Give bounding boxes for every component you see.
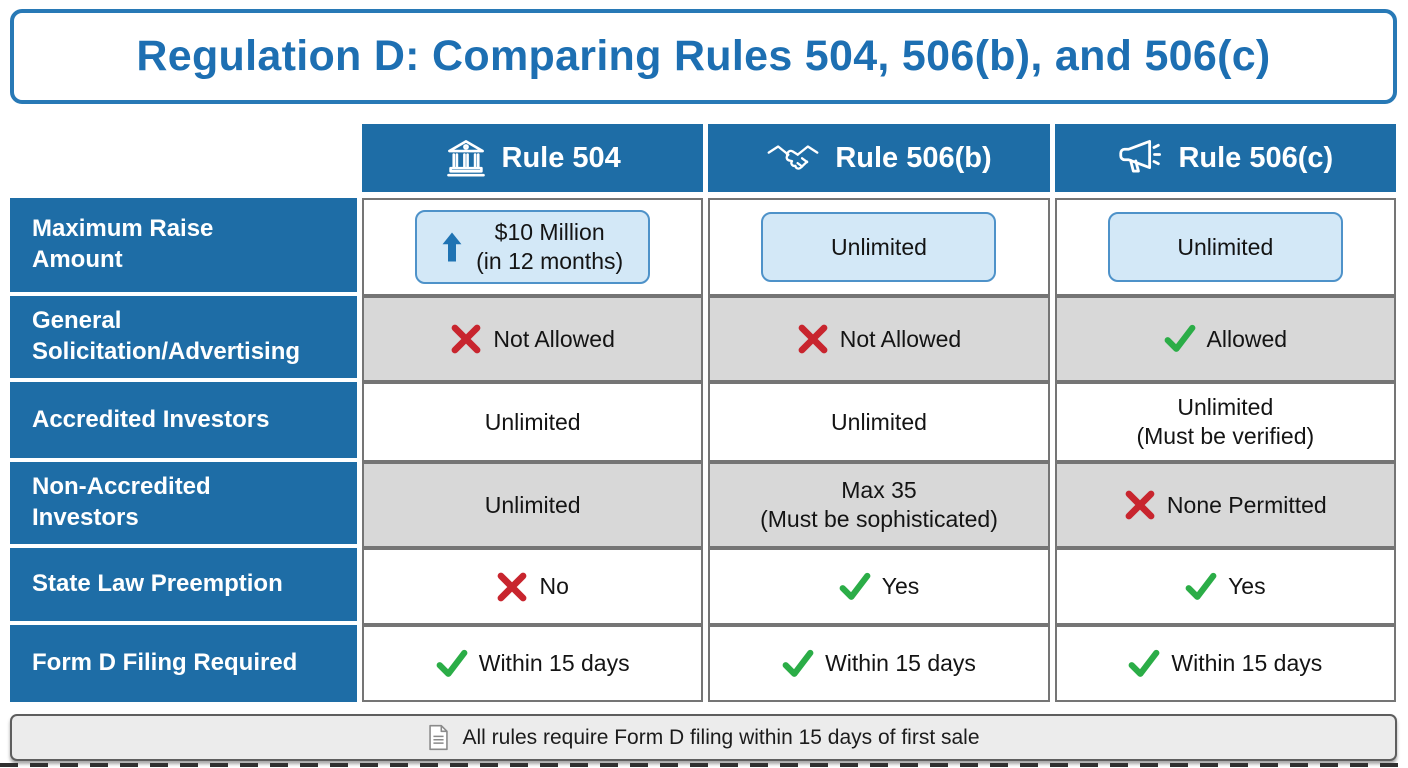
check-icon (1164, 324, 1195, 352)
check-icon (1185, 572, 1217, 600)
cell-506c-form-d: Within 15 days (1054, 625, 1396, 702)
value-pill: Unlimited (761, 212, 997, 282)
cross-icon (1125, 490, 1155, 520)
row-header-general-solicitation: General Solicitation/Advertising (10, 296, 357, 382)
check-icon (839, 572, 871, 600)
row-header-accredited-investors: Accredited Investors (10, 382, 357, 462)
comparison-table: Rule 504 Rule 506(b) (10, 124, 1396, 702)
cross-icon (498, 572, 527, 601)
cross-icon (452, 324, 481, 354)
table-corner (10, 124, 357, 198)
megaphone-icon (1119, 139, 1162, 173)
footer-note-text: All rules require Form D filing within 1… (462, 725, 980, 749)
bottom-dashed-edge (0, 763, 1408, 767)
page-title: Regulation D: Comparing Rules 504, 506(b… (136, 32, 1271, 80)
cell-506b-form-d: Within 15 days (708, 625, 1050, 702)
row-header-non-accredited-investors: Non-Accredited Investors (10, 462, 357, 548)
cell-506b-non-accredited: Max 35 (Must be sophisticated) (708, 462, 1050, 548)
cell-504-preemption: No (362, 548, 704, 625)
cell-506c-preemption: Yes (1054, 548, 1396, 625)
column-header-label: Rule 504 (501, 141, 621, 174)
cell-504-non-accredited: Unlimited (362, 462, 704, 548)
cell-506c-max-raise: Unlimited (1054, 198, 1396, 296)
footer-note-bar: All rules require Form D filing within 1… (10, 714, 1397, 761)
row-header-maximum-raise-amount: Maximum Raise Amount (10, 198, 357, 296)
cell-504-form-d: Within 15 days (362, 625, 704, 702)
check-icon (1129, 649, 1160, 677)
cell-506c-non-accredited: None Permitted (1054, 462, 1396, 548)
document-icon (429, 724, 449, 751)
cell-506b-preemption: Yes (708, 548, 1050, 625)
bank-icon (446, 140, 485, 177)
cell-506b-solicitation: Not Allowed (708, 296, 1050, 382)
row-header-state-law-preemption: State Law Preemption (10, 548, 357, 625)
column-header-label: Rule 506(b) (835, 141, 992, 174)
cross-icon (798, 324, 828, 354)
cell-504-accredited: Unlimited (362, 382, 704, 462)
cell-506c-solicitation: Allowed (1054, 296, 1396, 382)
title-box: Regulation D: Comparing Rules 504, 506(b… (10, 9, 1397, 104)
value-pill: $10 Million (in 12 months) (415, 210, 651, 284)
cell-504-solicitation: Not Allowed (362, 296, 704, 382)
row-header-form-d-filing: Form D Filing Required (10, 625, 357, 702)
value-pill: Unlimited (1107, 212, 1343, 282)
column-header-label: Rule 506(c) (1178, 141, 1334, 174)
cell-506c-accredited: Unlimited (Must be verified) (1054, 382, 1396, 462)
column-header-rule-506c: Rule 506(c) (1054, 124, 1396, 192)
check-icon (436, 649, 468, 677)
column-header-rule-506b: Rule 506(b) (708, 124, 1050, 192)
check-icon (782, 649, 814, 677)
column-header-rule-504: Rule 504 (362, 124, 704, 192)
cell-504-max-raise: $10 Million (in 12 months) (362, 198, 704, 296)
arrow-up-icon (442, 232, 462, 262)
cell-506b-accredited: Unlimited (708, 382, 1050, 462)
cell-506b-max-raise: Unlimited (708, 198, 1050, 296)
handshake-icon (767, 145, 819, 170)
